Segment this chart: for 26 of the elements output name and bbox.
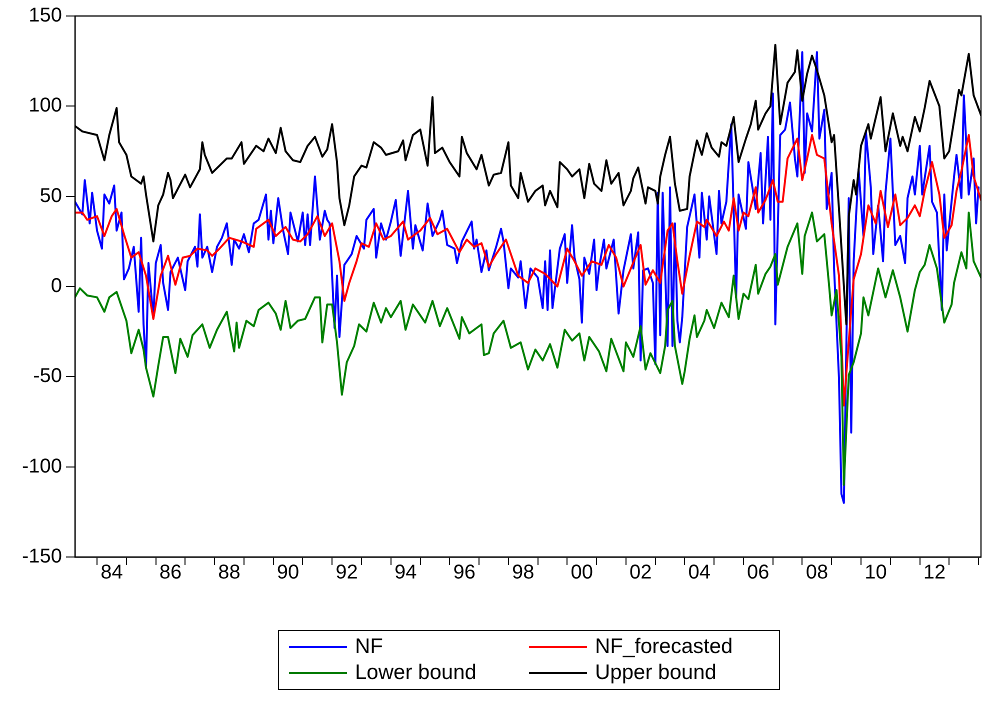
x-tick-label: 08 — [806, 562, 828, 584]
x-tick-label: 02 — [630, 562, 652, 584]
x-tick-label: 92 — [336, 562, 358, 584]
x-tick-label: 94 — [394, 562, 417, 584]
y-tick-label: -100 — [22, 455, 62, 478]
y-tick-label: 100 — [28, 94, 62, 117]
y-tick-label: 150 — [28, 4, 62, 27]
y-tick-label: 0 — [50, 275, 62, 298]
x-tick-label: 84 — [100, 562, 123, 584]
y-tick-label: -50 — [33, 365, 62, 388]
x-tick-label: 00 — [570, 562, 593, 584]
x-tick-label: 04 — [688, 562, 711, 584]
x-tick-label: 10 — [864, 562, 887, 584]
y-tick-label: 50 — [40, 184, 62, 207]
legend-label: NF_forecasted — [595, 635, 733, 659]
x-tick-label: 12 — [923, 562, 946, 584]
x-tick-label: 86 — [159, 562, 182, 584]
legend-label: Upper bound — [595, 661, 716, 685]
x-tick-label: 98 — [512, 562, 534, 584]
x-tick-label: 88 — [218, 562, 240, 584]
y-tick-label: -150 — [22, 546, 62, 568]
x-tick-label: 06 — [747, 562, 770, 584]
x-tick-label: 96 — [453, 562, 476, 584]
legend-label: NF — [355, 635, 383, 659]
x-tick-label: 90 — [276, 562, 300, 584]
legend-label: Lower bound — [355, 661, 476, 685]
